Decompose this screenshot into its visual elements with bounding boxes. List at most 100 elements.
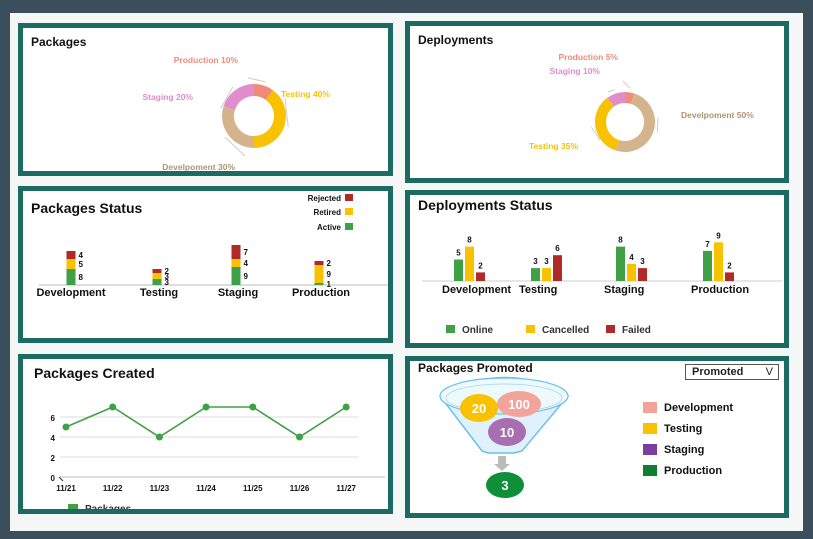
slice-label: Develpoment 30% — [162, 162, 235, 172]
bar — [714, 242, 723, 281]
bar — [454, 259, 463, 281]
bar — [531, 268, 540, 281]
legend-label: Packages — [85, 504, 132, 514]
panel-title: Packages Promoted — [418, 361, 533, 375]
category-label: Production — [691, 284, 749, 296]
data-point — [202, 403, 210, 411]
promoted-dropdown[interactable]: Promoted V — [685, 364, 779, 380]
bar-value-label: 7 — [244, 248, 249, 257]
axis-tick — [58, 476, 64, 482]
legend-swatch — [526, 325, 535, 333]
legend-swatch — [68, 504, 78, 509]
legend-label: Testing — [664, 423, 702, 435]
packages-status-panel: Packages Status 8 5 4 Development 3 3 2 Testing… — [18, 186, 393, 343]
legend-label: Staging — [664, 444, 704, 456]
legend-label: Online — [462, 325, 494, 336]
bar-segment — [152, 269, 162, 273]
legend-swatch — [345, 194, 353, 201]
slice-label: Develpoment 50% — [681, 110, 754, 120]
series-line — [65, 406, 347, 438]
bar — [476, 272, 485, 281]
bar — [542, 268, 551, 281]
slice-label: Testing 35% — [529, 141, 578, 151]
bar-segment — [314, 265, 324, 283]
bar-value-label: 5 — [456, 249, 461, 258]
bar-segment — [231, 267, 241, 285]
bar-segment — [152, 273, 162, 279]
label-leader — [220, 86, 234, 109]
data-point — [342, 403, 350, 411]
deployments-panel: Deployments Production 5% Develpoment 50%… — [405, 21, 789, 183]
legend-label: Failed — [622, 325, 651, 336]
data-point — [109, 403, 117, 411]
donut-slice — [624, 92, 635, 104]
legend-label: Cancelled — [542, 325, 589, 336]
x-tick-label: 11/27 — [336, 484, 356, 493]
bar-value-label: 2 — [165, 267, 170, 276]
slice-label: Staging 10% — [549, 66, 600, 76]
label-leader — [284, 97, 289, 128]
legend-label: Production — [664, 465, 722, 477]
y-tick-label: 6 — [51, 414, 56, 423]
bar — [465, 246, 474, 281]
funnel-arrow — [494, 464, 510, 471]
category-label: Development — [36, 287, 105, 299]
packages-promoted-funnel: 100 20 10 3 Development Testing Staging Product… — [438, 376, 733, 498]
legend-swatch — [345, 208, 353, 215]
donut-slice — [615, 93, 655, 152]
donut-slice — [253, 84, 273, 101]
x-tick-label: 11/26 — [290, 484, 310, 493]
bar-segment — [66, 269, 76, 285]
bar-value-label: 5 — [79, 260, 84, 269]
bar — [616, 246, 625, 281]
chevron-down-icon: V — [765, 366, 773, 378]
legend-swatch — [606, 325, 615, 333]
bubble-value: 20 — [472, 401, 486, 416]
bar — [627, 263, 636, 281]
bar-segment — [152, 279, 162, 285]
category-label: Testing — [140, 287, 178, 299]
bar-value-label: 9 — [716, 231, 721, 240]
legend-swatch — [643, 423, 657, 434]
bar-value-label: 4 — [629, 253, 634, 262]
category-label: Staging — [218, 287, 258, 299]
bubble-value: 10 — [500, 425, 514, 440]
slice-label: Production 5% — [558, 52, 618, 62]
data-point — [249, 403, 257, 411]
legend-swatch — [643, 465, 657, 476]
bubble-value: 100 — [508, 397, 530, 412]
data-point — [155, 433, 163, 441]
bar-segment — [231, 259, 241, 267]
slice-label: Staging 20% — [142, 92, 193, 102]
bar-value-label: 8 — [618, 236, 623, 245]
bar-value-label: 6 — [555, 244, 560, 253]
donut-slice — [222, 106, 255, 148]
bar — [725, 272, 734, 281]
bar-value-label: 3 — [165, 272, 170, 281]
category-label: Staging — [604, 284, 644, 296]
data-point — [296, 433, 303, 441]
packages-created-panel: Packages Created 0 2 4 6 11/21 11/22 11/23 11/2… — [18, 354, 393, 514]
slice-label: Testing 40% — [281, 89, 330, 99]
bubble — [497, 391, 541, 417]
panel-title: Packages Created — [34, 365, 155, 381]
bar — [553, 255, 562, 281]
bubble — [488, 418, 526, 446]
category-label: Testing — [519, 284, 557, 296]
x-tick-label: 11/24 — [196, 484, 216, 493]
bar-value-label: 4 — [244, 259, 249, 268]
donut-slice — [607, 92, 626, 107]
legend-label: Rejected — [308, 194, 341, 203]
bar-value-label: 3 — [533, 257, 538, 266]
packages-status-chart: 854Development332Testing947Staging192Pro… — [36, 194, 388, 299]
label-leader — [622, 80, 631, 89]
bar-value-label: 1 — [327, 280, 332, 289]
panel-title: Deployments Status — [418, 197, 553, 213]
y-tick-label: 2 — [51, 454, 56, 463]
label-leader — [607, 89, 615, 93]
deployments-donut-chart: Production 5% Develpoment 50% Testing 35% S… — [529, 52, 754, 152]
packages-promoted-panel: Packages Promoted Promoted V 100 20 10 3 Dev… — [405, 356, 789, 518]
bar-segment — [231, 245, 241, 259]
panel-title: Packages — [31, 35, 87, 49]
data-point — [62, 423, 70, 431]
